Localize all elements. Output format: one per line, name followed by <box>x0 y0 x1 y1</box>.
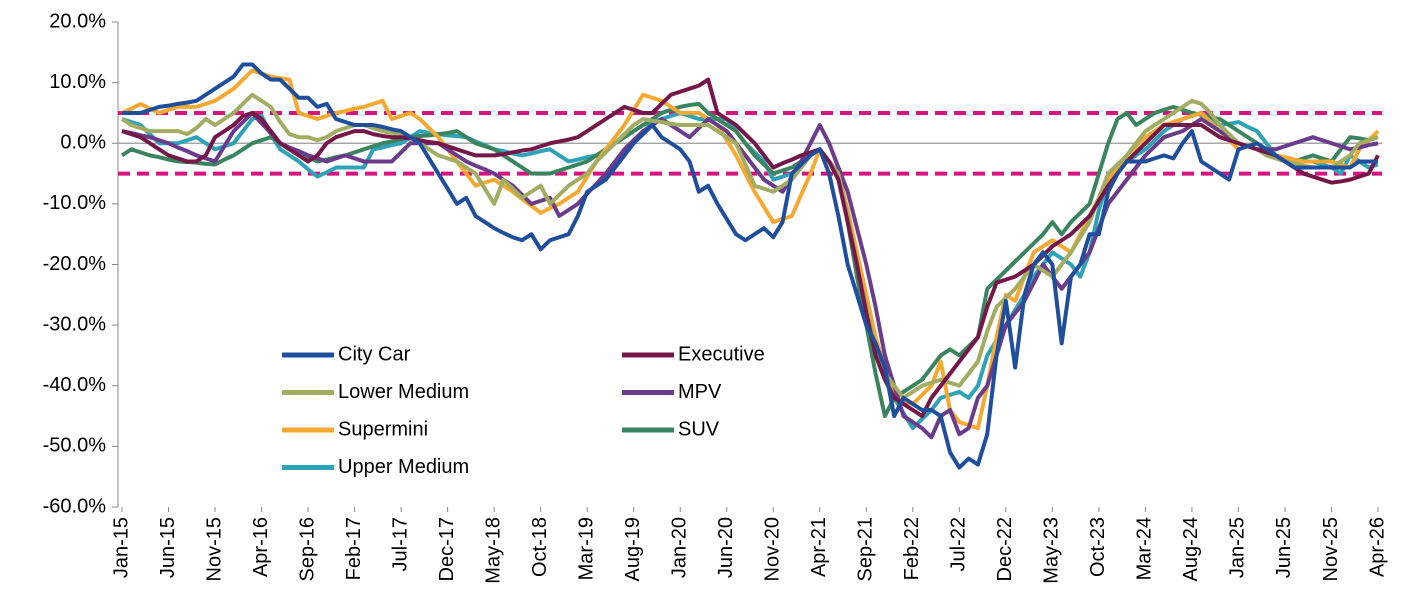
x-tick-label: Jul-17 <box>389 517 411 571</box>
y-tick-label: -20.0% <box>43 253 107 275</box>
y-tick-label: -40.0% <box>43 374 107 396</box>
y-tick-label: 10.0% <box>49 71 106 93</box>
series-line <box>121 110 1379 440</box>
series-line <box>120 101 1379 419</box>
y-tick-label: -60.0% <box>43 495 107 517</box>
x-tick-label: Sep-16 <box>296 517 318 582</box>
legend-label: SUV <box>678 418 720 440</box>
y-tick-label: -50.0% <box>43 435 107 457</box>
x-tick-label: Oct-18 <box>529 517 551 577</box>
x-tick-label: May-18 <box>482 517 504 584</box>
x-tick-label: Aug-24 <box>1180 517 1202 582</box>
legend-label: Upper Medium <box>338 456 469 478</box>
series-line <box>122 62 1378 470</box>
x-tick-label: Sep-21 <box>855 517 877 582</box>
x-tick-label: Apr-16 <box>250 517 272 577</box>
legend-label: Lower Medium <box>338 381 469 403</box>
y-tick-label: 0.0% <box>60 132 106 154</box>
legend-label: Executive <box>678 343 765 365</box>
x-tick-label: Dec-22 <box>994 517 1016 581</box>
x-tick-label: Feb-17 <box>343 517 365 580</box>
x-tick-label: Nov-20 <box>762 517 784 581</box>
series-line <box>121 77 1380 419</box>
x-tick-label: Nov-15 <box>203 517 225 581</box>
x-tick-label: Apr-21 <box>808 517 830 577</box>
y-tick-label: -10.0% <box>43 192 107 214</box>
x-tick-label: Dec-17 <box>436 517 458 581</box>
x-tick-label: Jan-20 <box>669 517 691 578</box>
y-tick-label: -30.0% <box>43 313 107 335</box>
x-tick-label: Apr-26 <box>1366 517 1388 577</box>
legend-label: Supermini <box>338 418 428 440</box>
y-tick-label: 20.0% <box>49 10 106 32</box>
series-line <box>120 92 1379 400</box>
x-tick-label: Jun-15 <box>157 517 179 578</box>
x-tick-label: Jul-22 <box>948 517 970 571</box>
x-tick-label: Mar-19 <box>575 517 597 580</box>
x-tick-label: Mar-24 <box>1134 517 1156 580</box>
x-tick-label: Jan-15 <box>110 517 132 578</box>
x-tick-label: Jan-25 <box>1227 517 1249 578</box>
legend-label: City Car <box>338 343 411 365</box>
x-tick-label: Aug-19 <box>622 517 644 582</box>
x-tick-label: May-23 <box>1041 517 1063 584</box>
x-tick-label: Jun-20 <box>715 517 737 578</box>
x-tick-label: Jun-25 <box>1273 517 1295 578</box>
x-tick-label: Oct-23 <box>1087 517 1109 577</box>
x-tick-label: Feb-22 <box>901 517 923 580</box>
x-tick-label: Nov-25 <box>1320 517 1342 581</box>
legend-label: MPV <box>678 381 722 403</box>
